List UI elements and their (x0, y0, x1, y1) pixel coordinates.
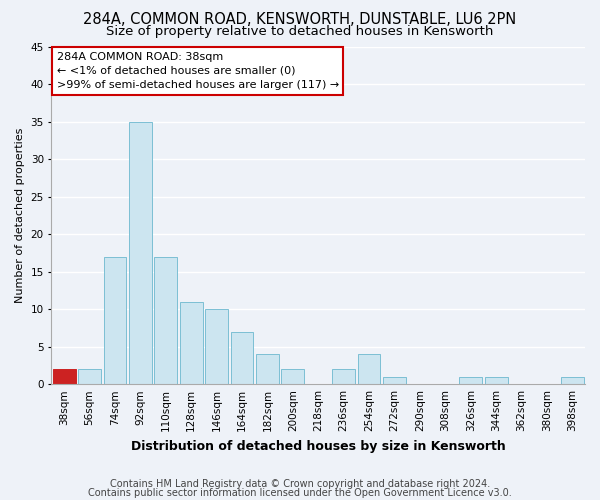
Bar (129, 122, 152, 384)
Bar (383, 376, 406, 384)
Bar (281, 369, 304, 384)
Y-axis label: Number of detached properties: Number of detached properties (15, 128, 25, 303)
Bar (78, 369, 101, 384)
Bar (53, 369, 76, 384)
Bar (230, 332, 253, 384)
Text: 284A, COMMON ROAD, KENSWORTH, DUNSTABLE, LU6 2PN: 284A, COMMON ROAD, KENSWORTH, DUNSTABLE,… (83, 12, 517, 28)
Bar (358, 354, 380, 384)
Bar (154, 256, 177, 384)
X-axis label: Distribution of detached houses by size in Kensworth: Distribution of detached houses by size … (131, 440, 506, 452)
Text: Contains public sector information licensed under the Open Government Licence v3: Contains public sector information licen… (88, 488, 512, 498)
Text: 284A COMMON ROAD: 38sqm
← <1% of detached houses are smaller (0)
>99% of semi-de: 284A COMMON ROAD: 38sqm ← <1% of detache… (57, 52, 339, 90)
Text: Contains HM Land Registry data © Crown copyright and database right 2024.: Contains HM Land Registry data © Crown c… (110, 479, 490, 489)
Text: Size of property relative to detached houses in Kensworth: Size of property relative to detached ho… (106, 25, 494, 38)
Bar (205, 309, 228, 384)
Bar (561, 376, 584, 384)
Bar (256, 354, 279, 384)
Bar (485, 376, 508, 384)
Bar (104, 256, 127, 384)
Bar (180, 302, 203, 384)
Bar (459, 376, 482, 384)
Bar (332, 369, 355, 384)
